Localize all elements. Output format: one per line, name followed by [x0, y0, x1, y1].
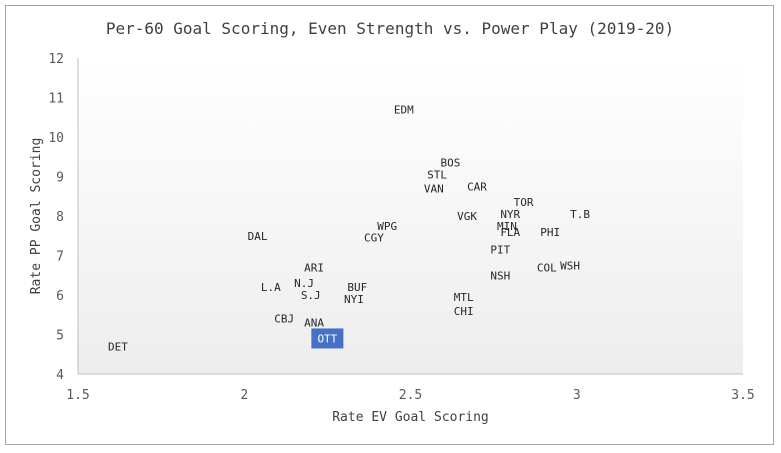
y-tick-label: 6 — [56, 289, 64, 304]
point-label: CBJ — [274, 313, 294, 326]
point-label: WSH — [560, 259, 580, 272]
point-label: CAR — [467, 180, 487, 193]
point-label: MIN — [497, 220, 517, 233]
point-label: BOS — [440, 157, 460, 170]
point-label: TOR — [514, 196, 534, 209]
y-axis-label: Rate PP Goal Scoring — [29, 138, 44, 295]
point-label: MTL — [454, 291, 474, 304]
x-tick-label: 2 — [240, 388, 248, 403]
point-label: NYR — [500, 208, 520, 221]
point-label: FLA — [500, 226, 520, 239]
y-tick-label: 12 — [48, 52, 64, 67]
point-label: WPG — [377, 220, 397, 233]
point-label: N.J — [294, 277, 314, 290]
x-axis-label: Rate EV Goal Scoring — [332, 410, 489, 425]
point-label: PIT — [490, 244, 510, 257]
y-tick-label: 7 — [56, 250, 64, 265]
point-label: L.A — [261, 281, 281, 294]
y-tick-label: 5 — [56, 329, 64, 344]
y-tick-label: 9 — [56, 171, 64, 186]
point-label: OTT — [317, 332, 337, 345]
point-label: STL — [427, 169, 447, 182]
point-label: CGY — [364, 232, 384, 245]
point-label: S.J — [301, 289, 321, 302]
x-tick-label: 3 — [573, 388, 581, 403]
point-label: NYI — [344, 293, 364, 306]
highlight-box — [311, 328, 344, 349]
x-tick-label: 3.5 — [731, 388, 754, 403]
point-label: DET — [108, 340, 128, 353]
point-label: VGK — [457, 210, 477, 223]
x-tick-label: 2.5 — [399, 388, 422, 403]
y-tick-label: 8 — [56, 210, 64, 225]
y-tick-label: 10 — [48, 131, 64, 146]
point-label: T.B — [570, 208, 590, 221]
point-label: ANA — [304, 317, 324, 330]
point-label: COL — [537, 261, 557, 274]
point-label: PHI — [540, 226, 560, 239]
y-tick-label: 4 — [56, 368, 64, 383]
y-tick-label: 11 — [48, 92, 64, 107]
x-tick-label: 1.5 — [66, 388, 89, 403]
axes: 1.5 2 2.5 3 3.5 4 5 6 7 8 9 10 11 12 — [48, 52, 754, 403]
point-label: CHI — [454, 305, 474, 318]
plot-area — [78, 58, 743, 374]
point-label: EDM — [394, 103, 414, 116]
point-label: VAN — [424, 182, 444, 195]
point-label: BUF — [347, 281, 367, 294]
chart-title: Per-60 Goal Scoring, Even Strength vs. P… — [106, 19, 674, 38]
point-label: NSH — [490, 269, 510, 282]
point-label: ARI — [304, 261, 324, 274]
point-label: DAL — [248, 230, 268, 243]
